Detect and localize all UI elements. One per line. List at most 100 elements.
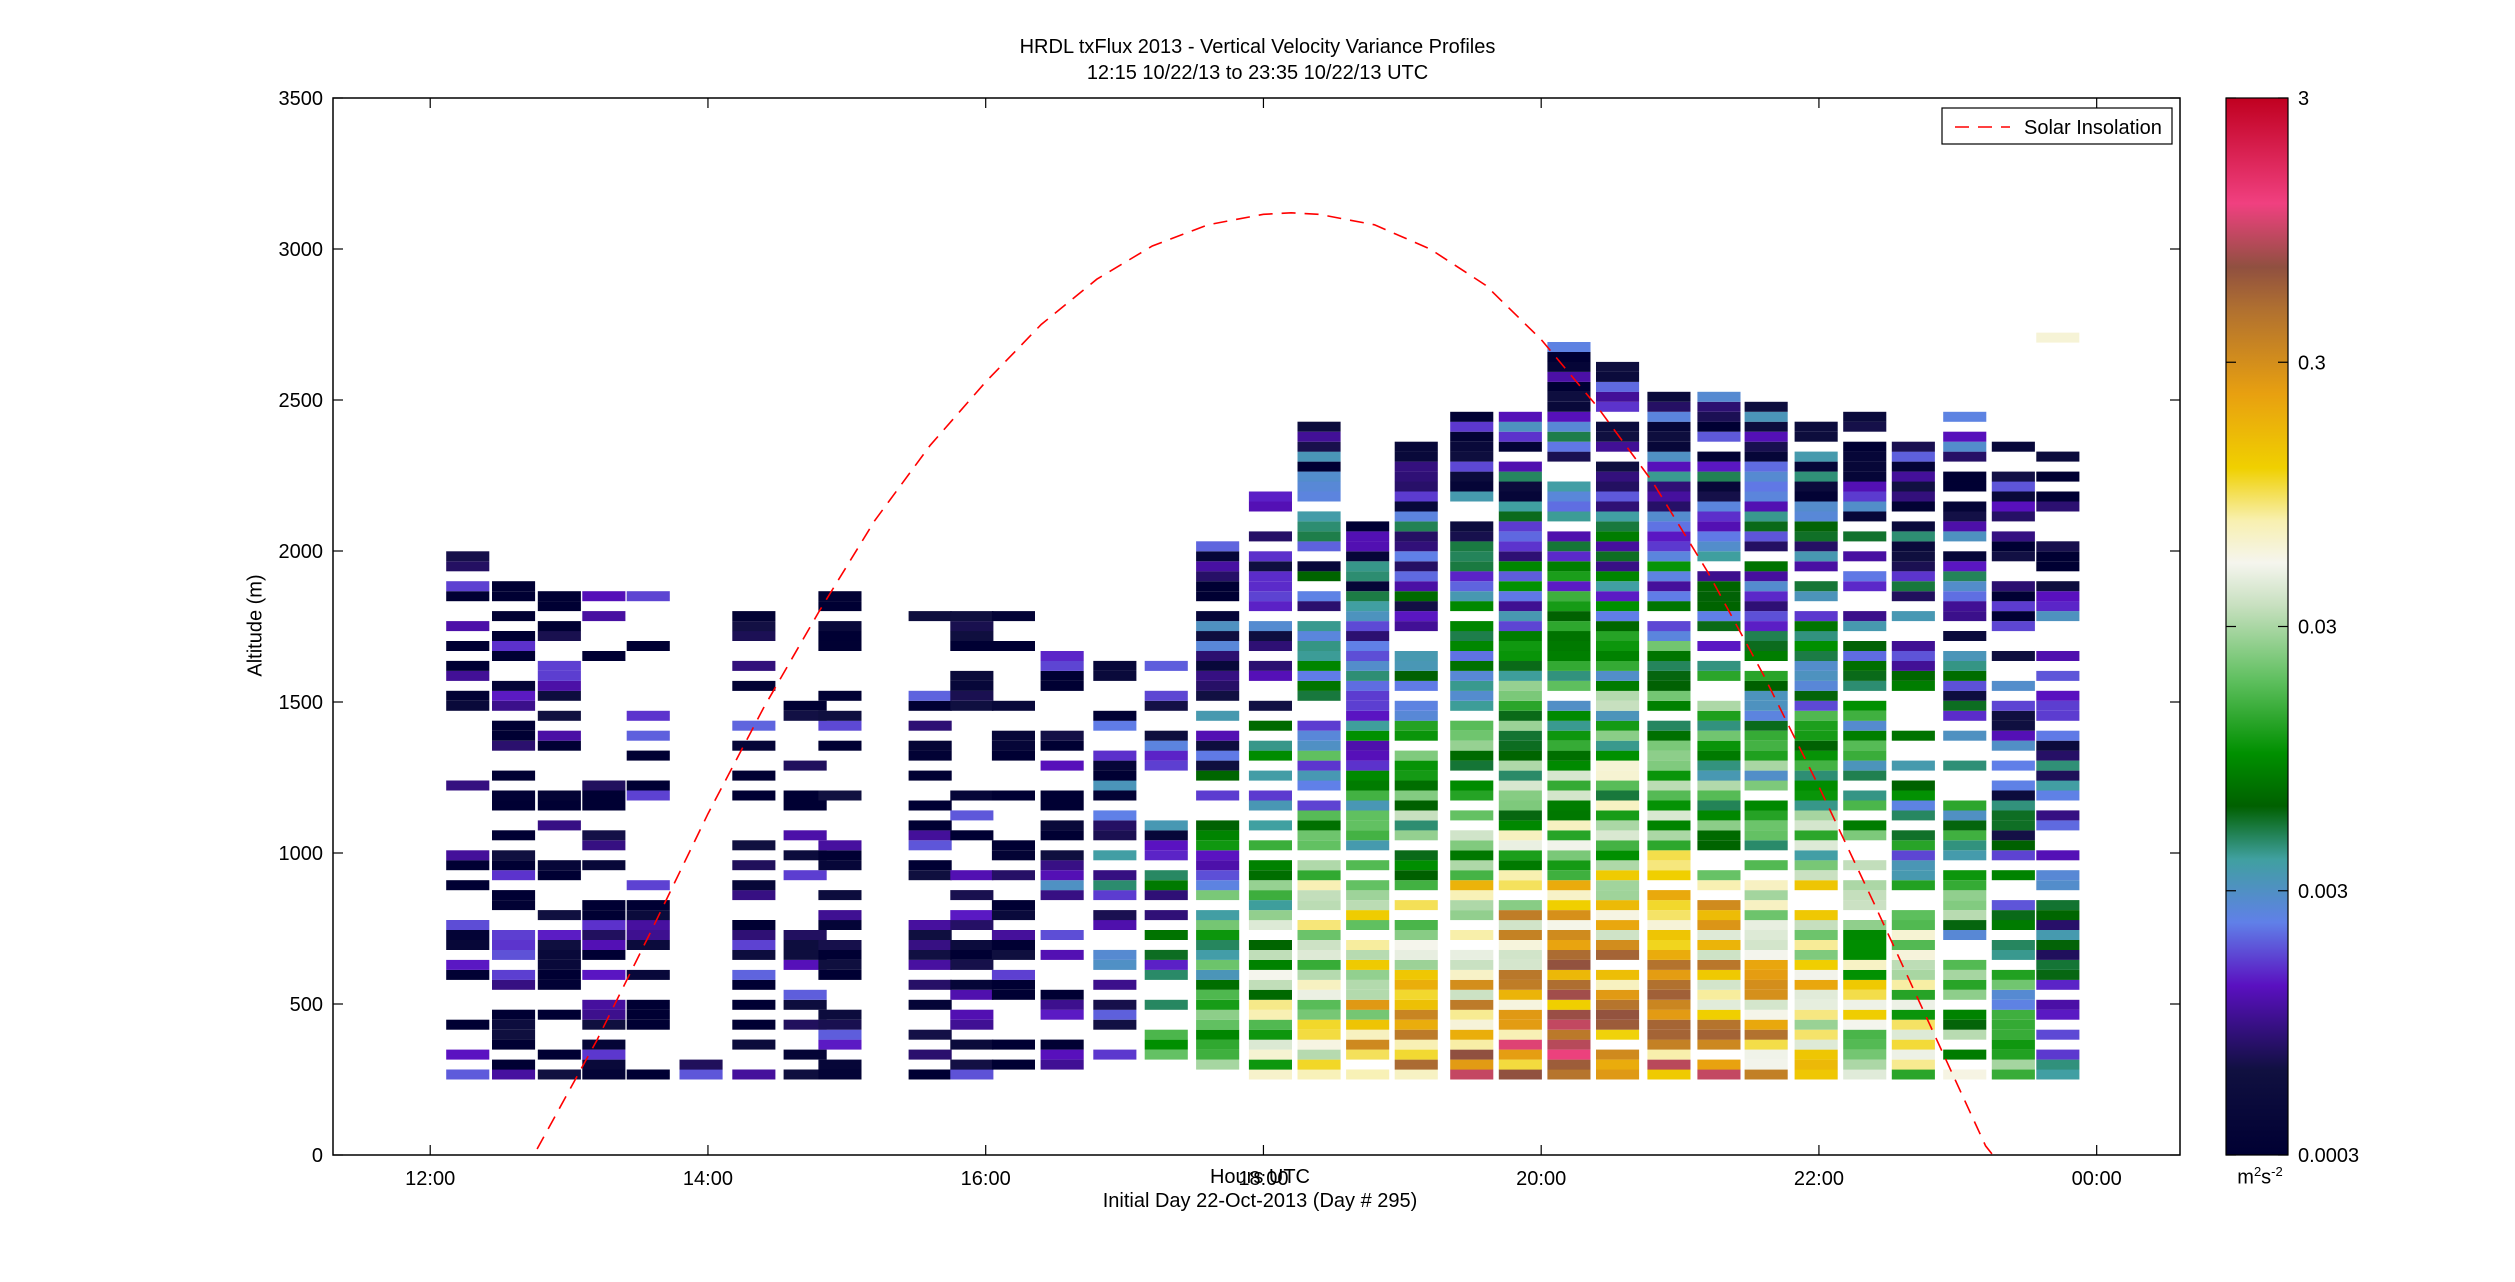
heatmap-cell bbox=[1297, 511, 1341, 522]
heatmap-cell bbox=[1596, 1059, 1640, 1070]
heatmap-cell bbox=[1196, 690, 1240, 701]
heatmap-cell bbox=[1394, 860, 1438, 871]
heatmap-cell bbox=[2036, 870, 2080, 881]
heatmap-cell bbox=[1596, 591, 1640, 602]
heatmap-cell bbox=[1943, 471, 1987, 482]
heatmap-cell bbox=[1248, 800, 1292, 811]
heatmap-cell bbox=[1196, 1059, 1240, 1070]
heatmap-cell bbox=[1647, 840, 1691, 851]
heatmap-cell bbox=[1144, 690, 1188, 701]
heatmap-cell bbox=[1744, 710, 1788, 721]
heatmap-cell bbox=[1647, 959, 1691, 970]
heatmap-cell bbox=[537, 800, 581, 811]
heatmap-cell bbox=[1647, 1009, 1691, 1020]
heatmap-cell bbox=[1891, 1029, 1935, 1040]
heatmap-cell bbox=[1697, 910, 1741, 921]
heatmap-cell bbox=[1394, 521, 1438, 532]
heatmap-cell bbox=[446, 591, 490, 602]
heatmap-cell bbox=[1794, 989, 1838, 1000]
heatmap-cell bbox=[1450, 969, 1494, 980]
heatmap-cell bbox=[1991, 900, 2035, 911]
heatmap-cell bbox=[1596, 700, 1640, 711]
heatmap-cell bbox=[1297, 880, 1341, 891]
heatmap-cell bbox=[1697, 740, 1741, 751]
heatmap-cell bbox=[1647, 830, 1691, 841]
heatmap-cell bbox=[1744, 581, 1788, 592]
heatmap-cell bbox=[582, 780, 626, 791]
heatmap-cell bbox=[1196, 1049, 1240, 1060]
heatmap-cell bbox=[818, 641, 862, 651]
heatmap-cell bbox=[908, 840, 952, 851]
heatmap-cell bbox=[1093, 810, 1137, 821]
heatmap-cell bbox=[732, 880, 776, 891]
heatmap-cell bbox=[1498, 651, 1542, 661]
heatmap-cell bbox=[1794, 561, 1838, 572]
heatmap-cell bbox=[1450, 660, 1494, 671]
heatmap-cell bbox=[1943, 920, 1987, 930]
heatmap-cell bbox=[1144, 910, 1188, 921]
heatmap-cell bbox=[1647, 670, 1691, 681]
heatmap-cell bbox=[1196, 561, 1240, 572]
heatmap-cell bbox=[950, 631, 994, 641]
heatmap-cell bbox=[1943, 660, 1987, 671]
heatmap-cell bbox=[1596, 541, 1640, 552]
heatmap-cell bbox=[2036, 551, 2080, 562]
heatmap-cell bbox=[1394, 621, 1438, 632]
heatmap-cell bbox=[1647, 501, 1691, 512]
heatmap-cell bbox=[1647, 890, 1691, 901]
heatmap-cell bbox=[1093, 780, 1137, 791]
heatmap-cell bbox=[950, 810, 994, 821]
heatmap-cell bbox=[1891, 670, 1935, 681]
heatmap-cell bbox=[1248, 989, 1292, 1000]
heatmap-cell bbox=[1394, 730, 1438, 741]
heatmap-cell bbox=[1346, 631, 1390, 641]
heatmap-cell bbox=[1794, 531, 1838, 542]
heatmap-cell bbox=[1297, 521, 1341, 532]
heatmap-cell bbox=[1891, 979, 1935, 990]
heatmap-cell bbox=[1943, 561, 1987, 572]
heatmap-cell bbox=[1394, 501, 1438, 512]
heatmap-cell bbox=[1943, 690, 1987, 701]
heatmap-cell bbox=[1394, 1029, 1438, 1040]
heatmap-cell bbox=[1547, 830, 1591, 841]
heatmap-cell bbox=[1596, 730, 1640, 741]
heatmap-cell bbox=[1991, 481, 2035, 492]
heatmap-cell bbox=[1040, 800, 1084, 811]
heatmap-cell bbox=[950, 989, 994, 1000]
heatmap-cell bbox=[1346, 880, 1390, 891]
heatmap-cell bbox=[1943, 810, 1987, 821]
heatmap-cell bbox=[991, 840, 1035, 851]
heatmap-cell bbox=[1647, 660, 1691, 671]
heatmap-cell bbox=[1943, 670, 1987, 681]
heatmap-cell bbox=[2036, 999, 2080, 1010]
heatmap-cell bbox=[1891, 1049, 1935, 1060]
heatmap-cell bbox=[1498, 660, 1542, 671]
heatmap-cell bbox=[1498, 700, 1542, 711]
heatmap-cell bbox=[537, 680, 581, 691]
heatmap-cell bbox=[1991, 700, 2035, 711]
heatmap-cell bbox=[626, 1069, 670, 1080]
heatmap-cell bbox=[1248, 531, 1292, 542]
heatmap-cell bbox=[1498, 571, 1542, 582]
heatmap-cell bbox=[1547, 551, 1591, 562]
heatmap-cell bbox=[1196, 860, 1240, 871]
heatmap-cell bbox=[1346, 770, 1390, 781]
heatmap-cell bbox=[1991, 740, 2035, 751]
heatmap-cell bbox=[1596, 820, 1640, 831]
heatmap-cell bbox=[1498, 969, 1542, 980]
heatmap-cell bbox=[1596, 461, 1640, 472]
heatmap-cell bbox=[537, 820, 581, 831]
heatmap-cell bbox=[818, 710, 862, 721]
heatmap-cell bbox=[1697, 601, 1741, 612]
heatmap-cell bbox=[2036, 591, 2080, 602]
heatmap-cell bbox=[492, 591, 536, 602]
heatmap-cell bbox=[1196, 750, 1240, 761]
heatmap-cell bbox=[732, 979, 776, 990]
heatmap-cell bbox=[492, 680, 536, 691]
heatmap-cell bbox=[1697, 1069, 1741, 1080]
heatmap-cell bbox=[1697, 959, 1741, 970]
heatmap-cell bbox=[1596, 361, 1640, 372]
heatmap-cell bbox=[1346, 551, 1390, 562]
heatmap-cell bbox=[1891, 521, 1935, 532]
heatmap-cell bbox=[1346, 571, 1390, 582]
